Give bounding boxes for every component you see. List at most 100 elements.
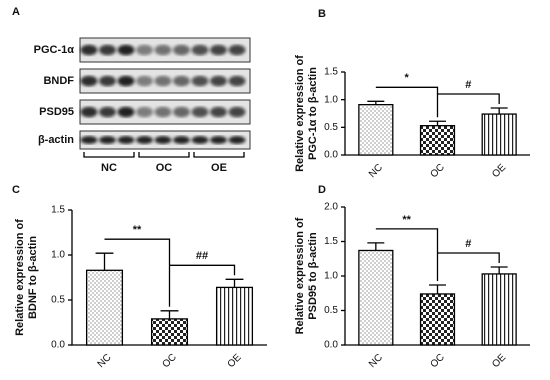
y-tick-label: 1.5 <box>324 236 338 247</box>
y-tick-label: 0.0 <box>324 150 338 161</box>
error-bar <box>429 284 446 294</box>
blot-band <box>154 106 172 118</box>
blot-band <box>99 75 116 87</box>
panel-label: D <box>318 184 326 196</box>
blot-band <box>173 44 190 56</box>
y-tick-label: 1.5 <box>324 67 338 78</box>
blot-band <box>117 106 135 118</box>
error-bar <box>490 107 508 115</box>
blot-band <box>80 44 98 56</box>
significance-label: # <box>465 79 471 91</box>
y-tick-label: 0.0 <box>51 340 65 351</box>
y-tick-label: 1.0 <box>324 271 338 282</box>
x-tick-label: NC <box>367 162 385 180</box>
error-bar <box>367 100 385 105</box>
x-tick-label: OE <box>490 352 508 370</box>
significance-label: * <box>405 72 410 84</box>
bar <box>358 103 394 156</box>
y-tick-label: 1.0 <box>51 250 65 261</box>
significance-bracket <box>104 238 171 307</box>
y-tick-label: 2.0 <box>324 202 338 213</box>
panel-label: B <box>318 8 326 20</box>
y-axis-label: PSD95 to β-actin <box>307 232 319 320</box>
blot-band <box>228 136 246 144</box>
group-bracket <box>193 152 245 158</box>
bar <box>419 293 456 346</box>
blot-band <box>154 75 172 87</box>
blot-band <box>228 106 246 118</box>
x-tick-label: OC <box>160 352 178 370</box>
blot-band <box>228 44 246 56</box>
significance-label: ** <box>402 214 411 226</box>
x-tick-label: OC <box>428 162 446 180</box>
group-label: NC <box>101 162 117 174</box>
blot-band <box>191 106 209 118</box>
significance-bracket <box>169 264 236 276</box>
blot-band <box>154 44 172 56</box>
bar <box>358 249 394 346</box>
y-axis-label: PGC-1α to β-actin <box>307 67 319 160</box>
blot-band <box>136 136 153 144</box>
blot-row-label: β-actin <box>38 134 74 146</box>
blot-band <box>191 75 209 87</box>
error-bar <box>367 242 385 251</box>
blot-band <box>210 106 227 118</box>
blot-row-label: PSD95 <box>39 106 74 118</box>
x-tick-label: OE <box>490 162 508 180</box>
bar <box>419 125 456 156</box>
group-bracket <box>83 152 135 158</box>
y-tick-label: 0.0 <box>324 340 338 351</box>
blot-band <box>228 75 246 87</box>
blot-band <box>136 75 153 87</box>
error-bar <box>95 252 114 271</box>
blot-band <box>210 75 227 87</box>
blot-band <box>99 136 116 144</box>
group-label: OC <box>156 162 173 174</box>
significance-label: ** <box>133 224 142 236</box>
y-tick-label: 0.5 <box>324 122 338 133</box>
blot-band <box>191 44 209 56</box>
blot-band <box>136 44 153 56</box>
y-tick-label: 0.5 <box>51 295 65 306</box>
blot-band <box>210 136 227 144</box>
blot-band <box>210 44 227 56</box>
y-tick-label: 1.5 <box>51 205 65 216</box>
blot-band <box>154 136 172 144</box>
blot-band <box>80 106 98 118</box>
bar <box>481 273 517 346</box>
x-tick-label: NC <box>367 352 385 370</box>
panel-label: A <box>12 6 20 18</box>
error-bar <box>160 310 179 319</box>
panel-label: C <box>12 184 20 196</box>
error-bar <box>225 278 244 288</box>
group-bracket <box>138 152 190 158</box>
y-axis-label: Relative expression of <box>294 217 306 334</box>
blot-band <box>99 44 116 56</box>
significance-label: ## <box>196 250 208 262</box>
blot-row-label: BNDF <box>43 75 74 87</box>
x-tick-label: NC <box>96 352 114 370</box>
blot-band <box>80 75 98 87</box>
x-tick-label: OE <box>226 352 244 370</box>
blot-band <box>117 136 135 144</box>
blot-band <box>117 75 135 87</box>
blot-band <box>80 136 98 144</box>
y-axis-label: Relative expression of <box>14 219 26 336</box>
group-label: OE <box>211 162 227 174</box>
blot-row-label: PGC-1α <box>34 44 75 56</box>
blot-band <box>136 106 153 118</box>
significance-bracket <box>375 86 439 118</box>
blot-band <box>173 75 190 87</box>
y-tick-label: 1.0 <box>324 94 338 105</box>
significance-label: # <box>465 238 471 250</box>
significance-bracket <box>375 228 439 281</box>
blot-band <box>173 106 190 118</box>
error-bar <box>490 266 508 274</box>
significance-bracket <box>437 93 500 104</box>
blot-band <box>117 44 135 56</box>
y-axis-label: BDNF to β-actin <box>27 236 39 319</box>
significance-bracket <box>437 252 500 264</box>
bar <box>481 113 517 156</box>
bar <box>215 286 254 346</box>
